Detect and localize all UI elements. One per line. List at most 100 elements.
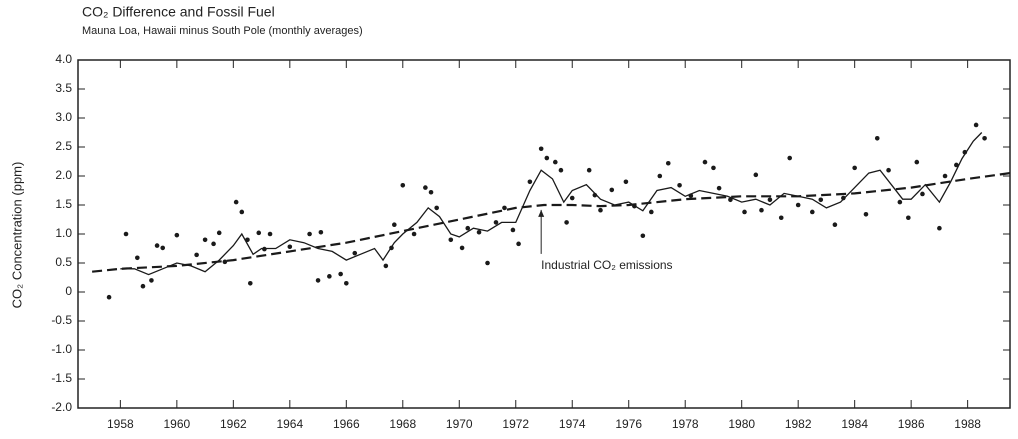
x-tick-label: 1984 bbox=[841, 417, 868, 431]
data-point bbox=[476, 229, 482, 235]
y-tick-label: 0.5 bbox=[55, 255, 72, 269]
data-point bbox=[759, 207, 764, 213]
data-point bbox=[787, 155, 793, 161]
data-point bbox=[392, 222, 397, 228]
data-point bbox=[973, 122, 979, 128]
x-tick-label: 1966 bbox=[333, 417, 360, 431]
data-point bbox=[623, 179, 629, 185]
x-tick-label: 1964 bbox=[276, 417, 303, 431]
data-point bbox=[194, 252, 199, 258]
x-tick-label: 1982 bbox=[785, 417, 812, 431]
data-point bbox=[383, 263, 389, 269]
y-tick-label: 1.5 bbox=[55, 197, 72, 211]
data-point bbox=[211, 241, 216, 247]
data-point bbox=[937, 225, 942, 231]
data-point bbox=[267, 231, 273, 237]
data-point bbox=[434, 205, 439, 211]
x-tick-label: 1972 bbox=[502, 417, 529, 431]
data-point bbox=[982, 136, 987, 141]
data-point bbox=[906, 215, 911, 221]
data-point bbox=[315, 278, 321, 283]
data-point bbox=[493, 220, 499, 225]
data-point bbox=[160, 245, 166, 251]
y-tick-label: 1.0 bbox=[55, 226, 72, 240]
smoothed-line bbox=[120, 132, 983, 276]
y-axis-label: CO₂ Concentration (ppm) bbox=[9, 162, 24, 309]
data-point bbox=[863, 211, 869, 217]
data-point bbox=[411, 231, 417, 237]
data-point bbox=[564, 220, 569, 225]
data-point bbox=[649, 209, 654, 215]
data-point bbox=[338, 271, 343, 277]
data-point bbox=[106, 294, 112, 300]
y-tick-label: 2.5 bbox=[55, 139, 72, 153]
data-point bbox=[609, 187, 615, 193]
x-tick-label: 1980 bbox=[728, 417, 755, 431]
data-point bbox=[657, 173, 663, 179]
data-point bbox=[233, 199, 239, 205]
chart-subtitle: Mauna Loa, Hawaii minus South Pole (mont… bbox=[82, 25, 363, 37]
data-point bbox=[174, 232, 180, 238]
x-tick-label: 1976 bbox=[615, 417, 642, 431]
data-point bbox=[914, 159, 920, 165]
data-point bbox=[154, 243, 160, 248]
data-point bbox=[586, 167, 592, 173]
data-point bbox=[640, 233, 646, 239]
data-point bbox=[327, 274, 332, 279]
x-tick-label: 1978 bbox=[672, 417, 699, 431]
data-point bbox=[516, 241, 521, 247]
x-tick-label: 1974 bbox=[559, 417, 586, 431]
data-point bbox=[287, 244, 293, 250]
data-point bbox=[485, 260, 490, 266]
y-tick-label: 4.0 bbox=[55, 52, 72, 66]
data-point bbox=[502, 205, 507, 211]
data-point bbox=[544, 155, 550, 161]
data-point bbox=[423, 185, 428, 190]
y-tick-label: 3.0 bbox=[55, 110, 72, 124]
data-point bbox=[448, 237, 454, 243]
x-tick-label: 1970 bbox=[446, 417, 473, 431]
data-point bbox=[677, 182, 682, 188]
data-point bbox=[352, 250, 358, 256]
y-tick-label: 0 bbox=[65, 284, 72, 298]
data-point bbox=[920, 191, 925, 197]
chart-title: CO₂ Difference and Fossil Fuel bbox=[82, 4, 275, 20]
data-point bbox=[538, 146, 544, 152]
fossil-fuel-curve bbox=[92, 172, 1011, 273]
data-point bbox=[123, 231, 129, 237]
y-tick-label: -0.5 bbox=[51, 313, 72, 327]
data-point bbox=[753, 172, 759, 178]
data-point bbox=[510, 227, 516, 233]
data-point bbox=[428, 189, 434, 195]
data-point bbox=[795, 202, 801, 208]
data-point bbox=[767, 197, 773, 203]
annotation-arrowhead bbox=[538, 209, 545, 217]
data-point bbox=[954, 162, 959, 168]
data-point bbox=[897, 199, 903, 205]
data-point bbox=[247, 281, 253, 286]
data-point bbox=[400, 182, 406, 188]
annotation-label: Industrial CO₂ emissions bbox=[541, 258, 672, 272]
data-point bbox=[852, 165, 857, 171]
x-tick-label: 1960 bbox=[163, 417, 190, 431]
data-point bbox=[702, 159, 708, 165]
data-point bbox=[239, 209, 245, 215]
x-tick-label: 1958 bbox=[107, 417, 134, 431]
data-point bbox=[216, 230, 222, 236]
data-point bbox=[307, 231, 312, 237]
data-point bbox=[711, 165, 716, 171]
data-point bbox=[886, 167, 891, 173]
data-point bbox=[256, 230, 262, 236]
y-tick-label: 3.5 bbox=[55, 81, 72, 95]
data-point bbox=[344, 281, 349, 286]
data-point bbox=[558, 167, 564, 173]
data-point bbox=[135, 255, 140, 261]
data-point bbox=[222, 259, 228, 265]
data-point bbox=[832, 222, 838, 228]
data-point bbox=[778, 215, 784, 221]
data-point bbox=[465, 225, 471, 231]
data-point bbox=[140, 283, 146, 289]
data-point bbox=[841, 195, 846, 201]
data-point bbox=[459, 245, 465, 251]
